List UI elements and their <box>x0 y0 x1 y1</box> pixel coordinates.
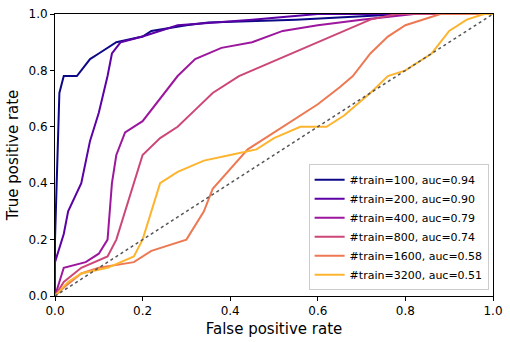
svg-text:#train=200, auc=0.90: #train=200, auc=0.90 <box>350 193 476 206</box>
svg-text:#train=1600, auc=0.58: #train=1600, auc=0.58 <box>350 250 483 263</box>
svg-text:False positive rate: False positive rate <box>206 320 343 338</box>
svg-text:#train=400, auc=0.79: #train=400, auc=0.79 <box>350 212 476 225</box>
svg-text:0.8: 0.8 <box>29 64 48 78</box>
svg-text:0.2: 0.2 <box>133 304 152 318</box>
svg-text:#train=800, auc=0.74: #train=800, auc=0.74 <box>350 231 476 244</box>
svg-text:0.6: 0.6 <box>29 120 48 134</box>
svg-text:1.0: 1.0 <box>483 304 502 318</box>
svg-text:#train=3200, auc=0.51: #train=3200, auc=0.51 <box>350 269 483 282</box>
svg-text:0.0: 0.0 <box>29 289 48 303</box>
svg-text:#train=100, auc=0.94: #train=100, auc=0.94 <box>350 174 476 187</box>
svg-text:True positive rate: True positive rate <box>4 90 22 222</box>
svg-text:0.8: 0.8 <box>396 304 415 318</box>
svg-text:0.0: 0.0 <box>45 304 64 318</box>
svg-text:0.4: 0.4 <box>29 176 48 190</box>
svg-text:1.0: 1.0 <box>29 7 48 21</box>
svg-text:0.4: 0.4 <box>221 304 240 318</box>
svg-text:0.2: 0.2 <box>29 233 48 247</box>
svg-text:0.6: 0.6 <box>308 304 327 318</box>
